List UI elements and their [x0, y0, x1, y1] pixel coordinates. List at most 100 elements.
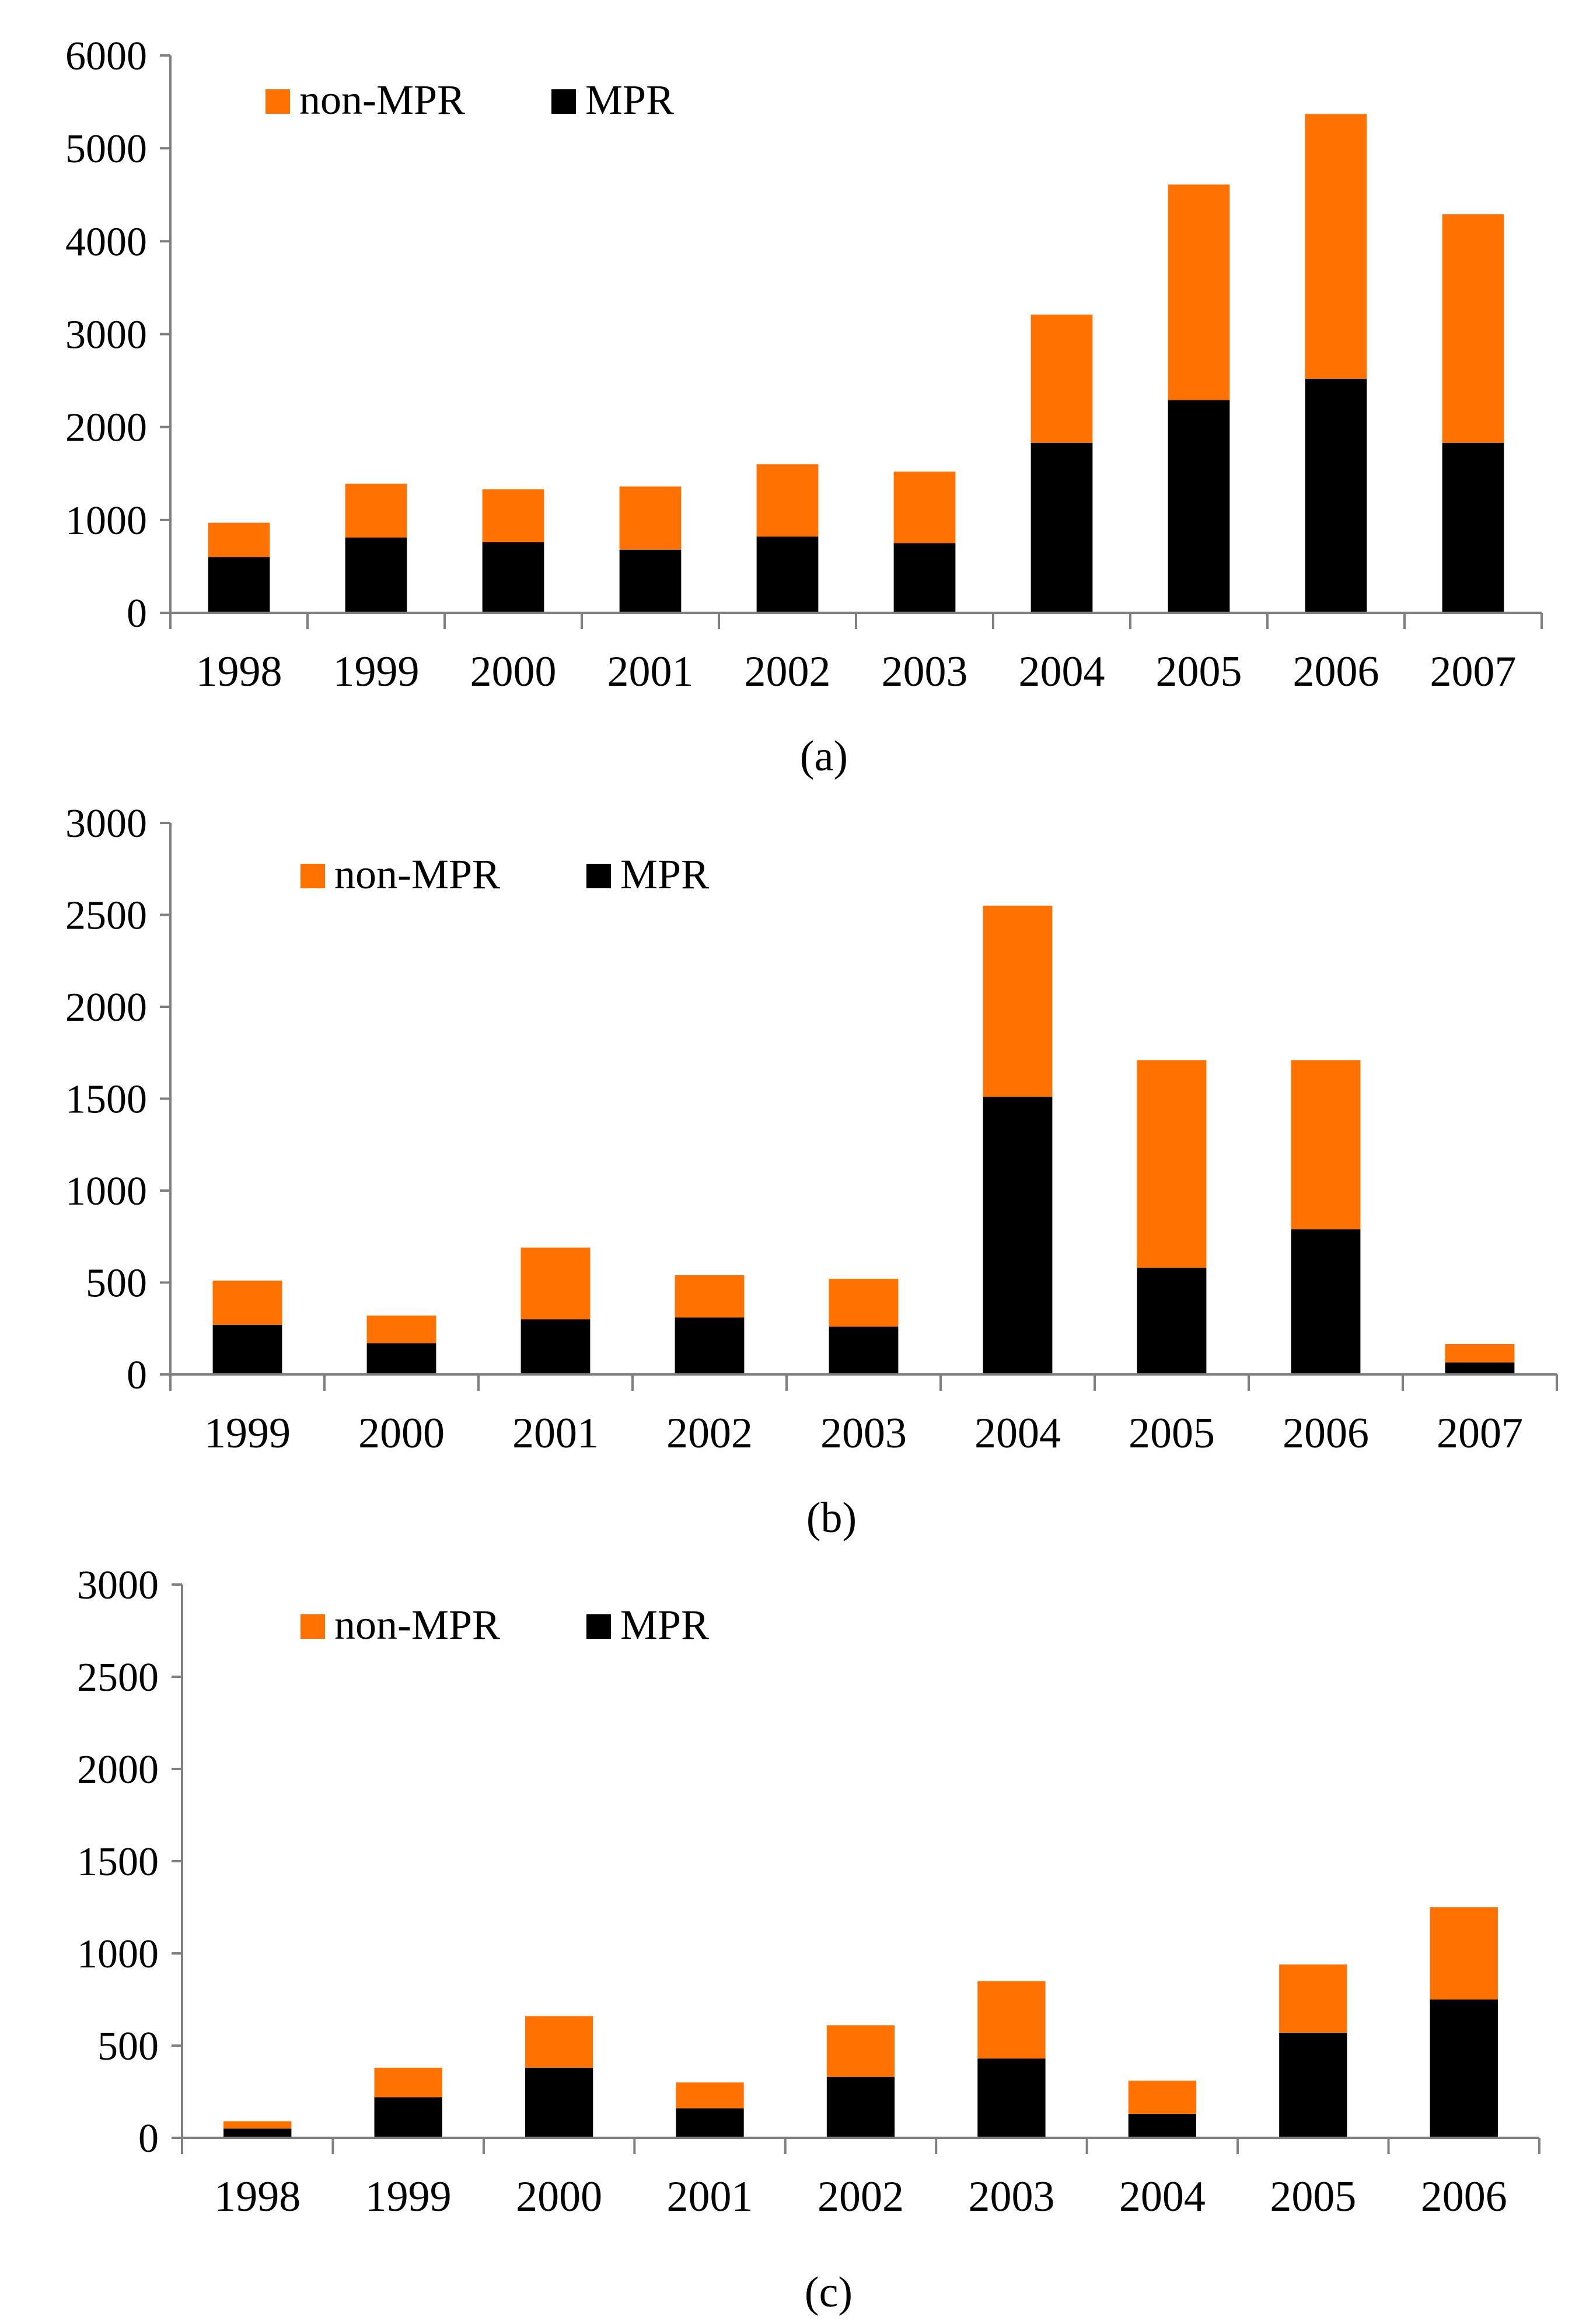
bar-mpr-2006: [1430, 2000, 1498, 2138]
bar-non-mpr-2005: [1137, 1060, 1207, 1268]
bar-non-mpr-2006: [1430, 1907, 1498, 2000]
y-tick-label: 2000: [65, 985, 147, 1030]
legend-label-non-mpr: non-MPR: [334, 851, 500, 898]
legend-swatch-mpr: [586, 864, 611, 888]
bar-non-mpr-2003: [829, 1279, 899, 1327]
legend-label-mpr: MPR: [585, 76, 674, 123]
panel-caption: (a): [800, 732, 848, 780]
x-tick-label: 2000: [470, 648, 557, 696]
chart-panel-3: 0 500 1000 1500 2000 2500 3000 1998 1999 2000 2001…: [77, 1563, 1540, 2316]
bar-mpr-2003: [893, 543, 956, 613]
bar-non-mpr-2001: [619, 486, 682, 550]
x-tick-label: 2004: [974, 1409, 1061, 1457]
x-tick-label: 2007: [1430, 648, 1517, 696]
bar-mpr-2001: [619, 549, 682, 613]
x-tick-label: 2001: [667, 2173, 753, 2221]
bar-mpr-2000: [525, 2067, 593, 2138]
y-tick-label: 0: [127, 591, 147, 636]
chart-panel-2: 0 500 1000 1500 2000 2500 3000 1999 2000 2001 2002…: [65, 801, 1558, 1542]
bar-mpr-2002: [826, 2077, 895, 2138]
bar-non-mpr-2000: [366, 1315, 436, 1344]
bar-mpr-2003: [829, 1327, 899, 1374]
bar-mpr-1998: [223, 2128, 292, 2138]
bar-mpr-2006: [1291, 1229, 1361, 1374]
bar-mpr-2000: [482, 542, 544, 613]
bar-mpr-1999: [345, 538, 407, 613]
x-tick-label: 2003: [820, 1409, 907, 1457]
bar-non-mpr-2003: [977, 1981, 1046, 2059]
y-tick-label: 500: [86, 1261, 147, 1306]
legend-label-mpr: MPR: [620, 1601, 709, 1648]
legend-label-non-mpr: non-MPR: [299, 76, 465, 123]
y-tick-label: 2500: [65, 894, 147, 938]
x-tick-label: 2001: [512, 1409, 599, 1457]
bar-non-mpr-2000: [482, 489, 544, 543]
bar-non-mpr-2005: [1168, 184, 1230, 400]
bar-non-mpr-2006: [1305, 114, 1367, 379]
bar-non-mpr-2004: [1128, 2081, 1197, 2114]
legend-label-non-mpr: non-MPR: [334, 1601, 500, 1648]
x-tick-label: 2006: [1421, 2173, 1507, 2221]
y-tick-label: 2000: [65, 406, 147, 451]
bar-non-mpr-2000: [525, 2016, 593, 2068]
x-tick-label: 2000: [516, 2173, 602, 2221]
bar-mpr-2005: [1168, 400, 1230, 613]
x-tick-label: 1998: [196, 648, 282, 696]
x-tick-label: 2002: [745, 648, 831, 696]
bar-mpr-1999: [374, 2097, 442, 2138]
y-tick-label: 0: [127, 1353, 147, 1398]
chart-panel-1: 0 1000 2000 3000 4000 5000 6000 1998 1999 2000 200…: [65, 34, 1543, 780]
y-tick-label: 1000: [77, 1932, 159, 1977]
bar-non-mpr-1999: [212, 1280, 282, 1325]
bar-mpr-2002: [675, 1317, 745, 1374]
y-tick-label: 6000: [65, 34, 147, 79]
bar-mpr-2001: [676, 2108, 744, 2138]
bar-non-mpr-2005: [1279, 1964, 1347, 2033]
y-tick-label: 5000: [65, 127, 147, 172]
y-tick-label: 1500: [65, 1077, 147, 1122]
bar-non-mpr-1998: [208, 522, 270, 557]
bar-non-mpr-2001: [520, 1247, 591, 1320]
legend-label-mpr: MPR: [620, 851, 709, 898]
bar-mpr-2007: [1445, 1362, 1515, 1374]
bar-mpr-2005: [1137, 1268, 1207, 1374]
bar-mpr-1998: [208, 557, 270, 613]
bar-non-mpr-1998: [223, 2121, 292, 2129]
bar-mpr-2001: [520, 1319, 591, 1374]
x-tick-label: 1999: [365, 2173, 452, 2221]
y-tick-label: 2000: [77, 1747, 159, 1792]
x-tick-label: 2006: [1283, 1409, 1369, 1457]
bar-non-mpr-2007: [1442, 214, 1504, 443]
legend: non-MPR MPR: [266, 76, 674, 123]
panel-caption: (c): [805, 2269, 853, 2316]
x-tick-label: 2003: [968, 2173, 1054, 2221]
bar-mpr-2004: [983, 1097, 1053, 1374]
y-tick-label: 1500: [77, 1840, 159, 1885]
y-tick-label: 3000: [65, 801, 147, 846]
bar-mpr-2006: [1305, 378, 1367, 613]
x-tick-label: 1999: [204, 1409, 291, 1457]
bar-non-mpr-2001: [676, 2082, 744, 2109]
bar-mpr-2007: [1442, 442, 1504, 613]
legend-swatch-non-mpr: [301, 1614, 325, 1639]
bar-mpr-2003: [977, 2058, 1046, 2138]
y-tick-label: 3000: [77, 1563, 159, 1608]
y-tick-label: 1000: [65, 1169, 147, 1214]
bar-non-mpr-2004: [983, 905, 1053, 1097]
bar-non-mpr-2002: [826, 2025, 895, 2077]
x-tick-label: 2005: [1270, 2173, 1356, 2221]
x-tick-label: 2004: [1119, 2173, 1206, 2221]
x-tick-label: 1998: [214, 2173, 301, 2221]
legend-swatch-non-mpr: [266, 89, 290, 114]
x-tick-label: 2002: [818, 2173, 904, 2221]
bar-non-mpr-2002: [756, 464, 819, 537]
x-tick-label: 2004: [1019, 648, 1105, 696]
bar-non-mpr-2006: [1291, 1060, 1361, 1230]
bar-mpr-2002: [756, 536, 819, 613]
y-tick-label: 3000: [65, 313, 147, 358]
x-tick-label: 2007: [1437, 1409, 1523, 1457]
legend-swatch-mpr: [551, 89, 576, 114]
x-tick-label: 2005: [1156, 648, 1242, 696]
